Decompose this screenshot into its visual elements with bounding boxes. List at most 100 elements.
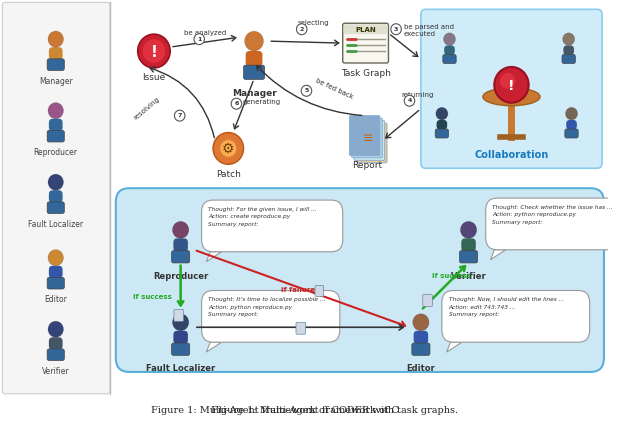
FancyBboxPatch shape [459, 251, 478, 263]
Circle shape [48, 103, 64, 119]
Text: resolving: resolving [132, 96, 161, 121]
Circle shape [436, 107, 448, 120]
Circle shape [443, 33, 455, 45]
FancyBboxPatch shape [202, 200, 343, 252]
Text: Collaboration: Collaboration [474, 150, 549, 160]
Text: generating: generating [243, 99, 281, 105]
FancyBboxPatch shape [47, 59, 64, 71]
Text: Reproducer: Reproducer [34, 149, 78, 158]
FancyBboxPatch shape [565, 129, 578, 138]
Circle shape [174, 110, 185, 121]
Text: Thought: Now, I should edit the lines ...
Action: edit 743:743 ...
Summary repor: Thought: Now, I should edit the lines ..… [448, 297, 563, 317]
FancyBboxPatch shape [296, 322, 305, 334]
Text: Editor: Editor [45, 295, 67, 304]
FancyBboxPatch shape [174, 238, 188, 252]
Text: Thought: Check whether the issue has ...
Action: python reproduce.py
Summary rep: Thought: Check whether the issue has ...… [492, 205, 613, 225]
Text: Fault Localizer: Fault Localizer [28, 220, 83, 229]
FancyBboxPatch shape [244, 65, 265, 79]
Text: 2: 2 [300, 27, 304, 32]
Circle shape [138, 34, 170, 68]
Text: Fault Localizer: Fault Localizer [146, 364, 215, 373]
Text: returning: returning [401, 92, 433, 98]
Text: executed: executed [404, 31, 436, 37]
Text: PLAN: PLAN [356, 27, 376, 33]
Circle shape [213, 133, 244, 164]
Text: Manager: Manager [39, 77, 73, 86]
Circle shape [231, 98, 242, 109]
Polygon shape [446, 342, 462, 352]
Circle shape [245, 31, 263, 51]
Circle shape [194, 34, 204, 45]
Text: !: ! [151, 45, 157, 59]
FancyBboxPatch shape [442, 291, 590, 342]
FancyBboxPatch shape [349, 116, 380, 155]
FancyBboxPatch shape [435, 129, 448, 138]
Text: 4: 4 [407, 98, 411, 103]
Polygon shape [206, 252, 221, 262]
FancyBboxPatch shape [47, 202, 64, 214]
Circle shape [220, 140, 237, 157]
Text: be fed back: be fed back [314, 77, 354, 100]
FancyBboxPatch shape [423, 294, 432, 306]
Circle shape [172, 314, 189, 331]
FancyBboxPatch shape [343, 24, 387, 34]
FancyBboxPatch shape [49, 190, 62, 203]
Text: selecting: selecting [298, 20, 329, 26]
Text: ⚙: ⚙ [222, 141, 235, 155]
Text: if failure: if failure [281, 286, 315, 292]
Circle shape [172, 221, 189, 238]
FancyBboxPatch shape [412, 343, 430, 355]
FancyBboxPatch shape [174, 309, 184, 321]
FancyBboxPatch shape [436, 120, 447, 130]
FancyBboxPatch shape [486, 198, 633, 250]
Circle shape [500, 73, 515, 89]
Circle shape [413, 314, 429, 331]
FancyBboxPatch shape [174, 331, 188, 344]
FancyBboxPatch shape [566, 120, 577, 130]
Text: Reproducer: Reproducer [153, 272, 208, 281]
Circle shape [563, 33, 575, 45]
Text: ≡: ≡ [363, 132, 373, 145]
Circle shape [301, 85, 312, 96]
Text: 3: 3 [394, 27, 398, 32]
Circle shape [565, 107, 577, 120]
Text: 5: 5 [304, 88, 308, 93]
FancyBboxPatch shape [461, 238, 476, 252]
Text: if success: if success [432, 273, 471, 279]
Text: if success: if success [132, 294, 172, 300]
FancyBboxPatch shape [3, 3, 110, 394]
Ellipse shape [483, 88, 540, 106]
Circle shape [48, 250, 64, 266]
FancyBboxPatch shape [49, 337, 62, 350]
Circle shape [391, 24, 401, 35]
FancyBboxPatch shape [116, 188, 604, 372]
Text: Issue: Issue [142, 73, 165, 82]
Text: Thought: It’s time to localize possible ...
Action: python reproduce.py
Summary : Thought: It’s time to localize possible … [208, 297, 326, 317]
Text: !: ! [508, 79, 515, 93]
FancyBboxPatch shape [352, 118, 382, 158]
Circle shape [404, 95, 415, 106]
FancyBboxPatch shape [444, 45, 455, 55]
Text: 7: 7 [177, 113, 182, 118]
Text: Verifier: Verifier [451, 272, 487, 281]
FancyBboxPatch shape [343, 23, 389, 63]
Text: Figure 1: Multi-Agent framework of CODER with task graphs.: Figure 1: Multi-Agent framework of CODER… [151, 406, 458, 415]
Text: 6: 6 [234, 101, 238, 106]
Text: 1: 1 [197, 37, 202, 42]
Polygon shape [206, 342, 221, 352]
FancyBboxPatch shape [47, 349, 64, 360]
FancyBboxPatch shape [354, 121, 385, 160]
Circle shape [48, 321, 64, 337]
FancyBboxPatch shape [413, 331, 428, 344]
Circle shape [296, 24, 307, 35]
FancyBboxPatch shape [49, 266, 62, 278]
FancyBboxPatch shape [47, 277, 64, 289]
Text: Thought: For the given issue, I will ...
Action: create reproduce.py
Summary rep: Thought: For the given issue, I will ...… [208, 207, 317, 227]
Circle shape [460, 221, 477, 238]
FancyBboxPatch shape [421, 9, 602, 168]
Circle shape [48, 31, 64, 47]
Text: Figure 1: Multi-Agent framework of C: Figure 1: Multi-Agent framework of C [211, 406, 399, 415]
FancyBboxPatch shape [172, 251, 190, 263]
FancyBboxPatch shape [49, 119, 62, 131]
FancyBboxPatch shape [245, 51, 263, 66]
